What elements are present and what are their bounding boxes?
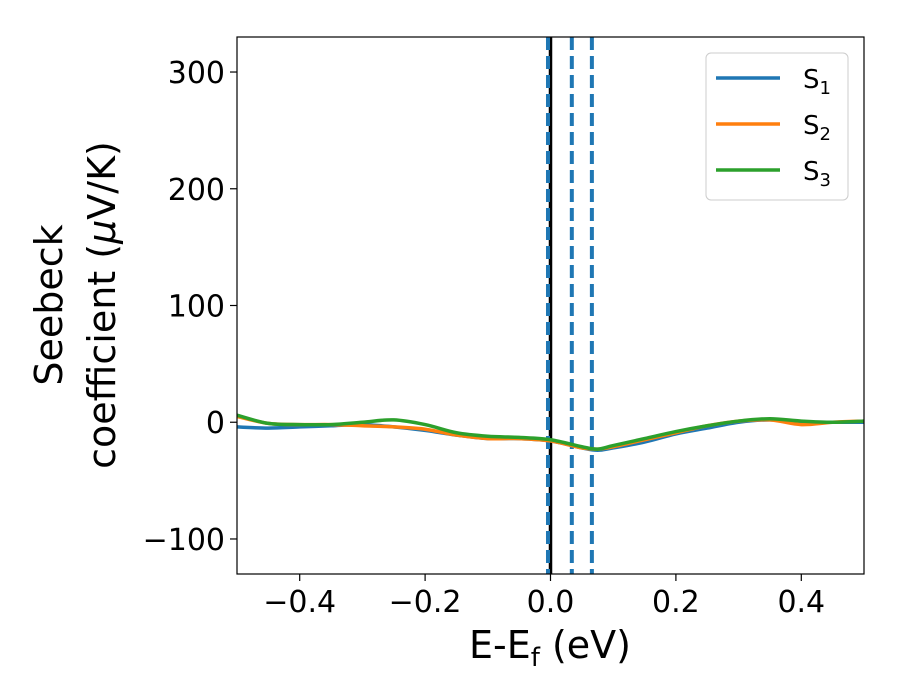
- y-axis-ticks: −100 0 100 200 300: [143, 56, 237, 558]
- legend-label-s2: S2: [803, 111, 831, 145]
- y-axis-label-line1: Seebeck: [27, 224, 71, 385]
- legend: S1 S2 S3: [705, 52, 849, 201]
- x-tick-label: 0.0: [527, 585, 575, 620]
- legend-box: [705, 52, 849, 201]
- x-tick-label: −0.2: [389, 585, 462, 620]
- y-tick-label: −100: [143, 523, 225, 558]
- series-lines: [237, 413, 864, 453]
- x-axis-ticks: −0.4 −0.2 0.0 0.2 0.4: [263, 574, 825, 620]
- y-axis-label: Seebeck coefficient (μV/K): [27, 141, 124, 469]
- y-axis-label-line2: coefficient (μV/K): [80, 141, 124, 469]
- legend-label-s3: S3: [803, 157, 831, 191]
- y-tick-label: 300: [168, 56, 225, 91]
- y-tick-label: 200: [168, 173, 225, 208]
- x-tick-label: 0.4: [777, 585, 825, 620]
- reference-lines: [545, 37, 594, 574]
- series-line-s3: [237, 413, 864, 451]
- x-tick-label: 0.2: [652, 585, 700, 620]
- x-tick-label: −0.4: [263, 585, 336, 620]
- y-tick-label: 0: [206, 406, 225, 441]
- x-axis-label: E-Ef (eV): [469, 623, 631, 673]
- legend-label-s1: S1: [803, 65, 831, 99]
- y-tick-label: 100: [168, 290, 225, 325]
